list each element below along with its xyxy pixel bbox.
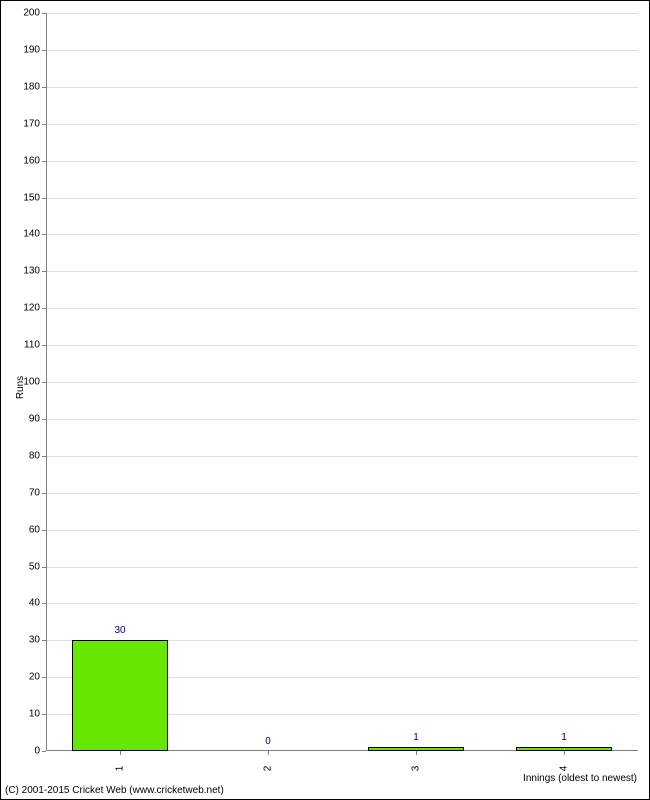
y-tick-label: 180 xyxy=(23,81,40,92)
grid-line xyxy=(46,493,638,494)
grid-line xyxy=(46,382,638,383)
bar-value-label: 30 xyxy=(114,625,125,636)
y-tick-label: 70 xyxy=(29,487,40,498)
y-tick-label: 50 xyxy=(29,561,40,572)
copyright-text: (C) 2001-2015 Cricket Web (www.cricketwe… xyxy=(5,785,224,796)
x-tick-mark xyxy=(120,751,121,755)
grid-line xyxy=(46,345,638,346)
grid-line xyxy=(46,124,638,125)
chart-container: 0102030405060708090100110120130140150160… xyxy=(0,0,650,800)
grid-line xyxy=(46,13,638,14)
grid-line xyxy=(46,308,638,309)
grid-line xyxy=(46,419,638,420)
grid-line xyxy=(46,234,638,235)
plot-area: 0102030405060708090100110120130140150160… xyxy=(46,13,638,751)
y-tick-label: 80 xyxy=(29,450,40,461)
grid-line xyxy=(46,50,638,51)
x-tick-mark xyxy=(416,751,417,755)
y-axis-line xyxy=(46,13,47,751)
x-tick-mark xyxy=(268,751,269,755)
y-tick-mark xyxy=(42,751,46,752)
grid-line xyxy=(46,87,638,88)
y-tick-label: 110 xyxy=(24,340,40,351)
grid-line xyxy=(46,530,638,531)
x-tick-label: 3 xyxy=(411,766,422,772)
y-tick-label: 150 xyxy=(23,192,40,203)
y-axis-title: Runs xyxy=(15,376,26,399)
grid-line xyxy=(46,198,638,199)
y-tick-label: 130 xyxy=(23,266,40,277)
y-tick-label: 0 xyxy=(34,746,40,757)
grid-line xyxy=(46,603,638,604)
y-tick-label: 190 xyxy=(23,44,40,55)
x-tick-label: 2 xyxy=(263,766,274,772)
y-tick-label: 90 xyxy=(29,413,40,424)
grid-line xyxy=(46,271,638,272)
y-tick-label: 140 xyxy=(23,229,40,240)
y-tick-label: 160 xyxy=(23,155,40,166)
x-tick-label: 4 xyxy=(559,766,570,772)
grid-line xyxy=(46,456,638,457)
bar-value-label: 1 xyxy=(413,732,419,743)
y-tick-label: 40 xyxy=(29,598,40,609)
bar-value-label: 0 xyxy=(265,736,271,747)
y-tick-label: 10 xyxy=(29,709,40,720)
y-tick-label: 120 xyxy=(23,303,40,314)
bar-value-label: 1 xyxy=(561,732,567,743)
grid-line xyxy=(46,567,638,568)
bar xyxy=(72,640,168,751)
y-tick-label: 30 xyxy=(29,635,40,646)
x-axis-title: Innings (oldest to newest) xyxy=(523,773,637,784)
y-tick-label: 20 xyxy=(29,672,40,683)
y-tick-label: 60 xyxy=(29,524,40,535)
x-tick-label: 1 xyxy=(115,766,126,772)
y-tick-label: 170 xyxy=(23,118,40,129)
grid-line xyxy=(46,161,638,162)
x-tick-mark xyxy=(564,751,565,755)
y-tick-label: 200 xyxy=(23,8,40,19)
